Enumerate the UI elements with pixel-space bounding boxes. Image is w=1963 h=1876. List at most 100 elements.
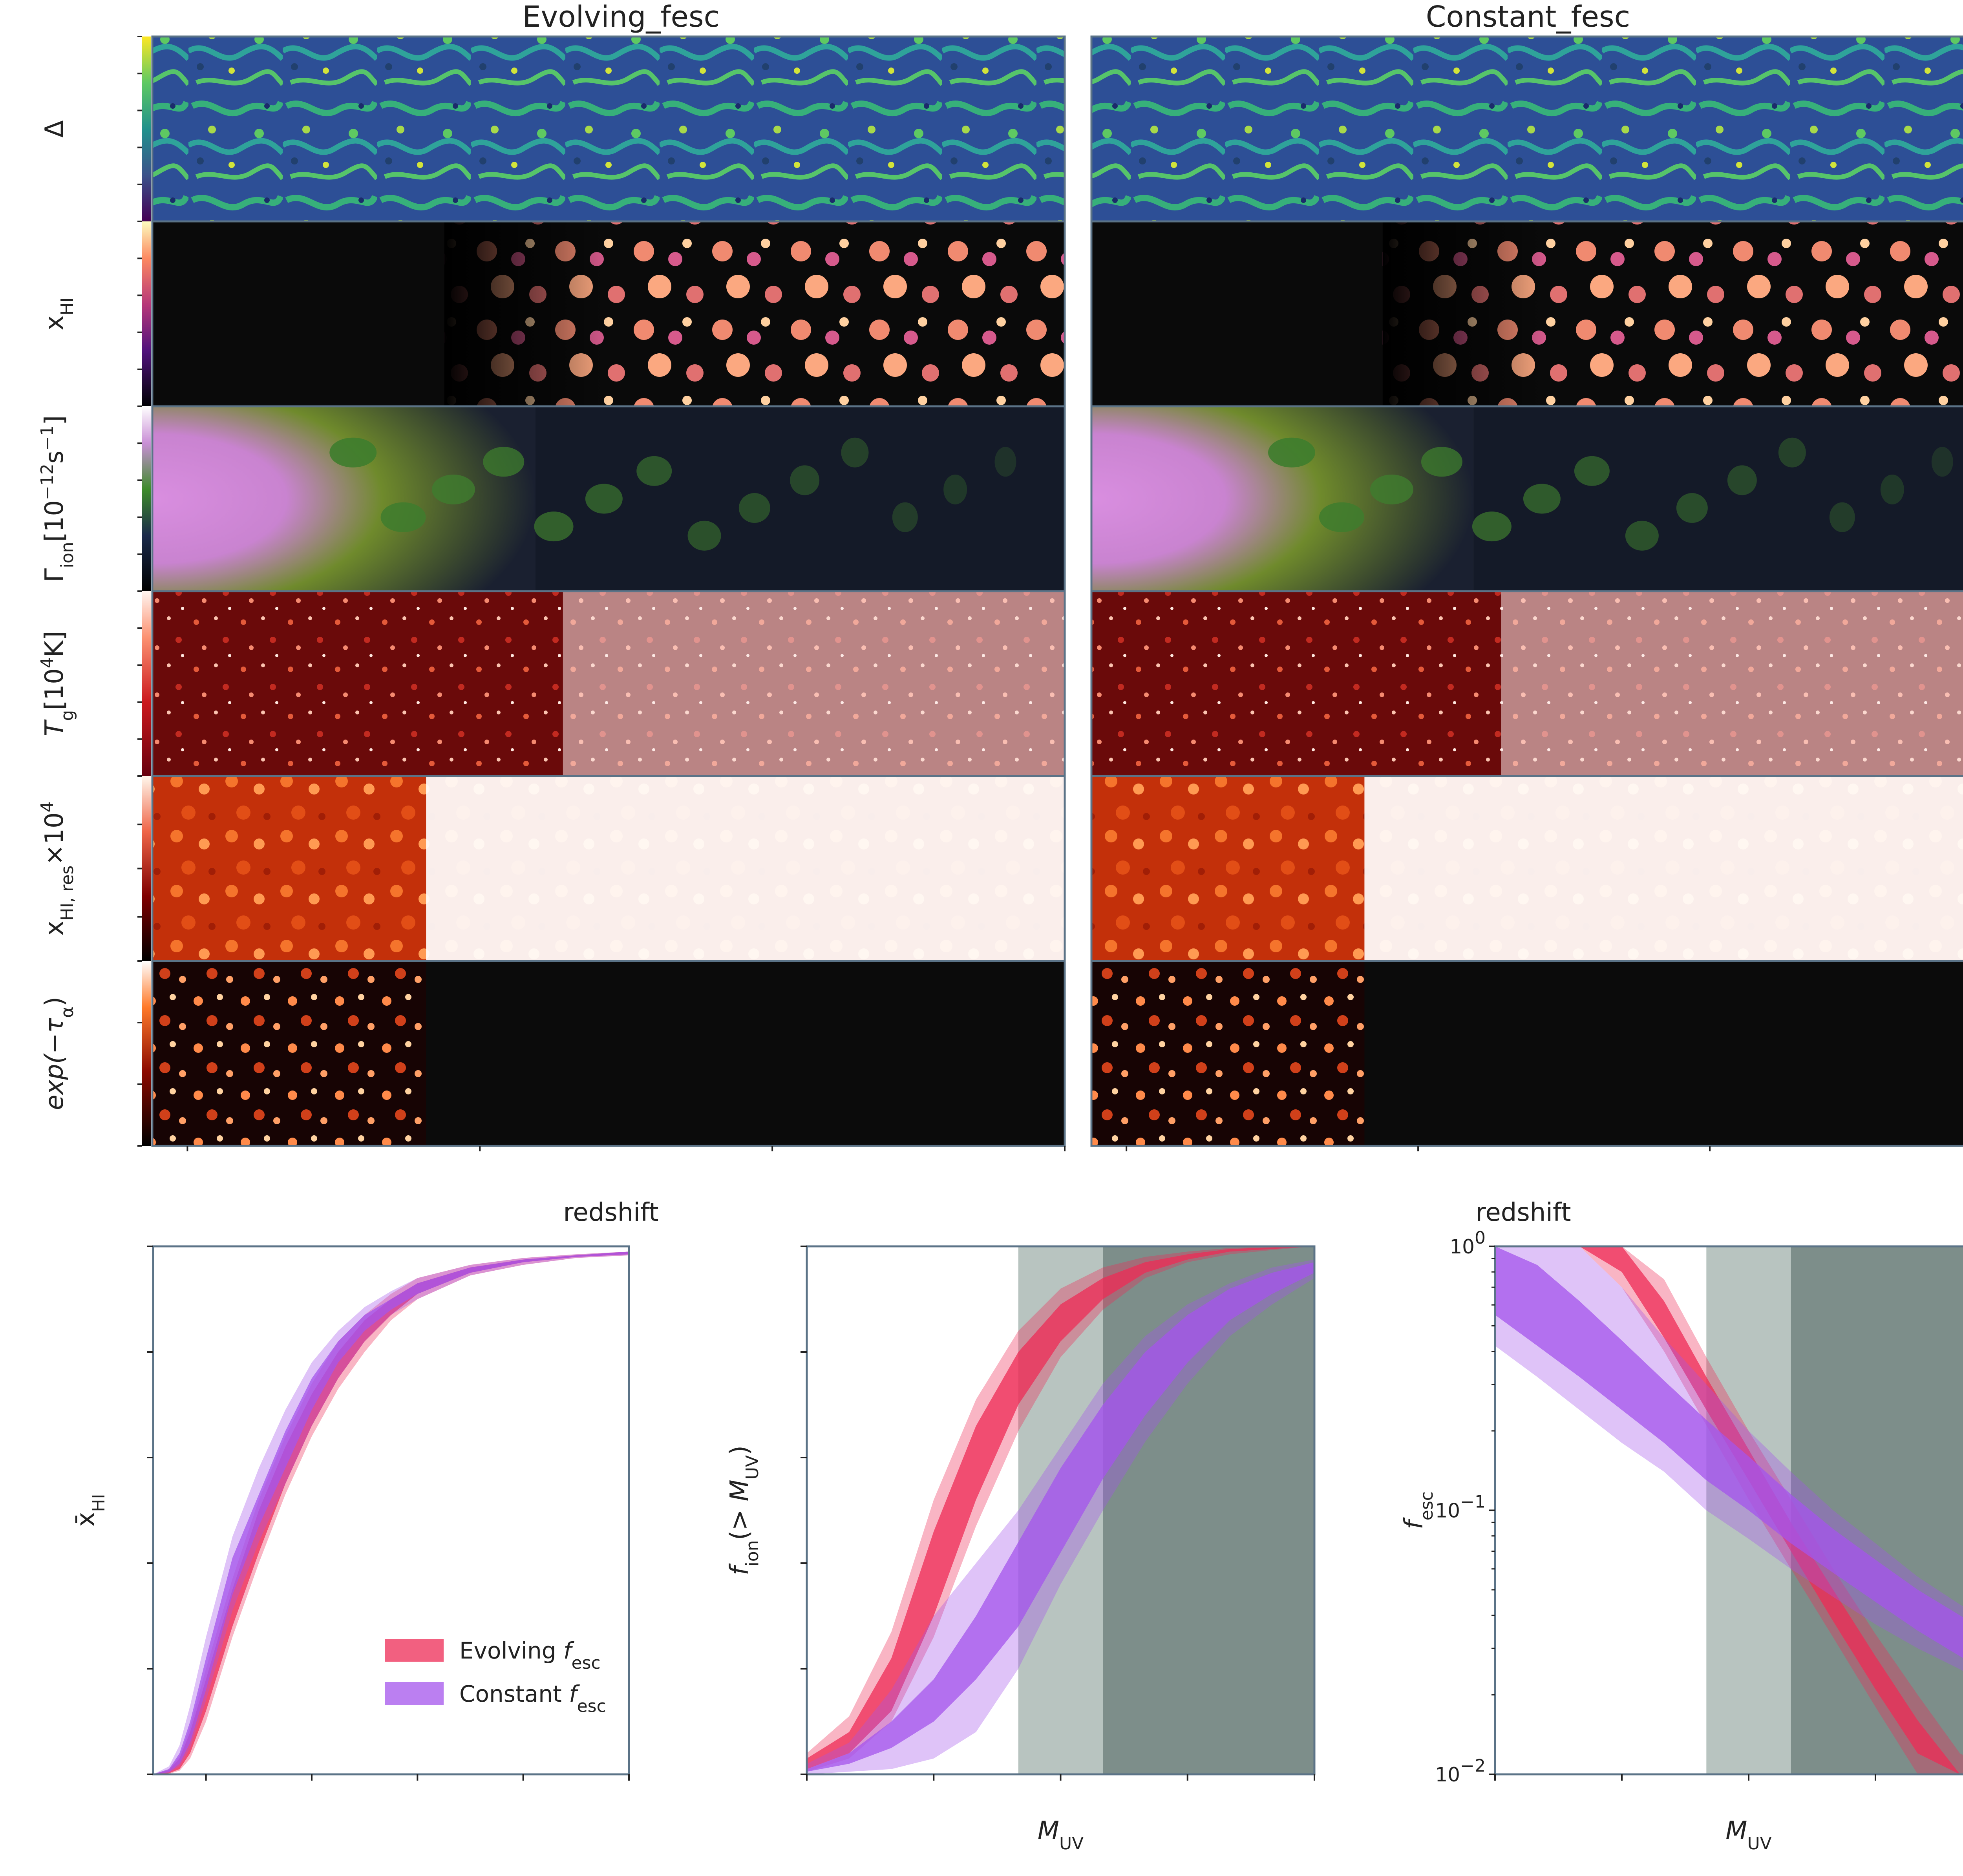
ionized-bubble [790,465,820,495]
legend-label-0: Evolving fesc [459,1637,601,1673]
ionized-bubble [738,493,770,523]
ionized-bubble [892,502,918,532]
ionized-bubble [636,456,672,486]
transition-fade [1382,221,1546,406]
ytick-label: 10−1 [1435,1492,1486,1522]
panel-title-evolving: Evolving_fesc [523,0,720,34]
ionized-black-region [1091,221,1383,406]
ionized-bubble [1727,465,1757,495]
map-panel-1-0 [151,220,1066,407]
ionized-bubble [1268,437,1315,468]
ionized-black-region [152,221,444,406]
ionized-bubble [1829,502,1855,532]
map-panel-0-1 [1090,35,1963,223]
map-row-label-4: xHI, res×104 [37,801,77,935]
ionized-bubble [534,511,574,542]
series-band-1 [807,1262,1314,1772]
chart-escape-fraction: 10−2 10−1 100 MUV fesc [1400,1228,1963,1854]
ionized-bubble [380,502,426,532]
colorbar-1 [142,221,151,406]
heated-region [1501,591,1963,776]
series-band-1 [1495,1246,1963,1658]
ionized-bubble [1676,493,1708,523]
ionized-bubble [585,484,623,514]
transition-fade [444,221,609,406]
series-band-0 [1495,1246,1963,1774]
heated-region [563,591,1065,776]
map-panel-2-0 [151,405,1066,592]
xlabel: MUV [1725,1816,1772,1854]
map-row-label-5: exp(−τα) [40,997,77,1110]
ionized-bubble [329,437,377,468]
map-row-3: Tg[104K] [37,590,1963,777]
plot-area [1495,1246,1963,1774]
map-row-5: exp(−τα) [40,960,1963,1147]
ionized-bubble [431,474,475,504]
ionized-region [152,406,536,591]
map-texture [1091,37,1963,221]
series-band-0 [153,1251,629,1774]
map-row-label-2: Γion[10−12s−1] [37,415,77,582]
map-row-4: xHI, res×104 [37,775,1963,962]
map-panel-3-1 [1090,590,1963,777]
ytick-label: 100 [1449,1228,1486,1259]
colorbar-2 [142,406,151,591]
map-texture [152,37,1065,221]
empty-region [1364,776,1963,961]
chart-neutral-fraction: x̄HI Evolving fesc Constant fesc [71,1245,630,1781]
colorbar-0 [142,37,151,221]
ionized-region [1091,406,1474,591]
empty-region [426,776,1065,961]
map-row-label-3: Tg[104K] [37,631,77,736]
map-frame [151,960,1066,1147]
xlabel: MUV [1038,1816,1084,1854]
maps-xlabel-right: redshift [1475,1198,1571,1227]
ytick-label: 10−2 [1435,1756,1486,1786]
map-panel-1-1 [1090,220,1963,407]
ionized-bubble [1778,437,1806,468]
map-row-label-1: xHI [40,298,77,331]
ionized-bubble [1523,484,1561,514]
ionized-bubble [994,447,1016,477]
ionized-bubble [841,437,869,468]
plot-area [153,1251,629,1774]
map-row-1: xHI [40,220,1963,407]
map-panel-4-1 [1090,775,1963,962]
opaque-region [426,961,1065,1146]
ionized-bubble [943,474,967,504]
ionized-bubble [1880,474,1904,504]
plot-frame [152,1245,630,1776]
map-row-label-0: Δ [40,120,69,137]
map-panel-5-1 [1090,960,1963,1147]
chart-ionizing-fraction: MUV fion(> MUV) [725,1245,1316,1854]
colorbar-5 [142,961,151,1146]
ionized-bubble [483,447,525,477]
ionized-bubble [1421,447,1462,477]
ionized-bubble [1472,511,1512,542]
plot-area [807,1246,1314,1774]
series-outer-band-0 [1495,1246,1963,1774]
colorbar-3 [142,591,151,776]
map-row-2: Γion[10−12s−1] [37,405,1963,592]
map-panel-2-1 [1090,405,1963,592]
map-panel-5-0 [151,960,1066,1147]
ionized-bubble [1319,502,1364,532]
ionized-bubble [1574,456,1610,486]
legend-swatch-0 [385,1639,444,1662]
map-panel-3-0 [151,590,1066,777]
map-panel-0-0 [151,35,1066,223]
ylabel: x̄HI [71,1494,109,1527]
legend-label-1: Constant fesc [459,1681,606,1716]
series-outer-band-1 [153,1251,629,1774]
map-panel-4-0 [151,775,1066,962]
ionized-bubble [1931,447,1953,477]
ionized-bubble [1625,521,1659,551]
map-frame [1090,960,1963,1147]
ionized-bubble [687,521,721,551]
panel-title-constant: Constant_fesc [1426,0,1630,34]
map-row-0: Δ [40,35,1963,223]
ylabel: fion(> MUV) [725,1445,762,1575]
maps-xlabel-left: redshift [563,1198,658,1227]
